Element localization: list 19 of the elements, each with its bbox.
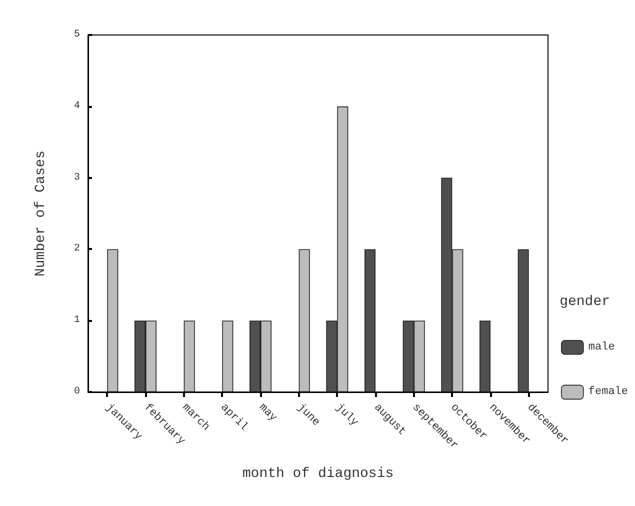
legend-title: gender	[560, 294, 610, 310]
bar	[184, 320, 195, 392]
y-tick-label: 4	[74, 100, 80, 112]
y-axis-title: Number of Cases	[33, 150, 49, 277]
y-tick-label: 3	[74, 172, 80, 184]
x-axis-title: month of diagnosis	[242, 466, 394, 482]
legend-label: male	[588, 341, 615, 354]
bar	[480, 320, 490, 392]
y-tick-label: 5	[74, 30, 80, 40]
legend-label: female	[588, 386, 628, 398]
y-tick-label: 2	[74, 244, 80, 255]
y-tick-label: 0	[74, 386, 80, 398]
bar	[222, 320, 234, 392]
bar	[298, 249, 310, 392]
x-tick-label: may	[256, 402, 280, 425]
bar	[364, 249, 376, 392]
bar	[107, 249, 118, 392]
bar	[518, 249, 529, 392]
y-tick-label: 1	[74, 315, 80, 326]
